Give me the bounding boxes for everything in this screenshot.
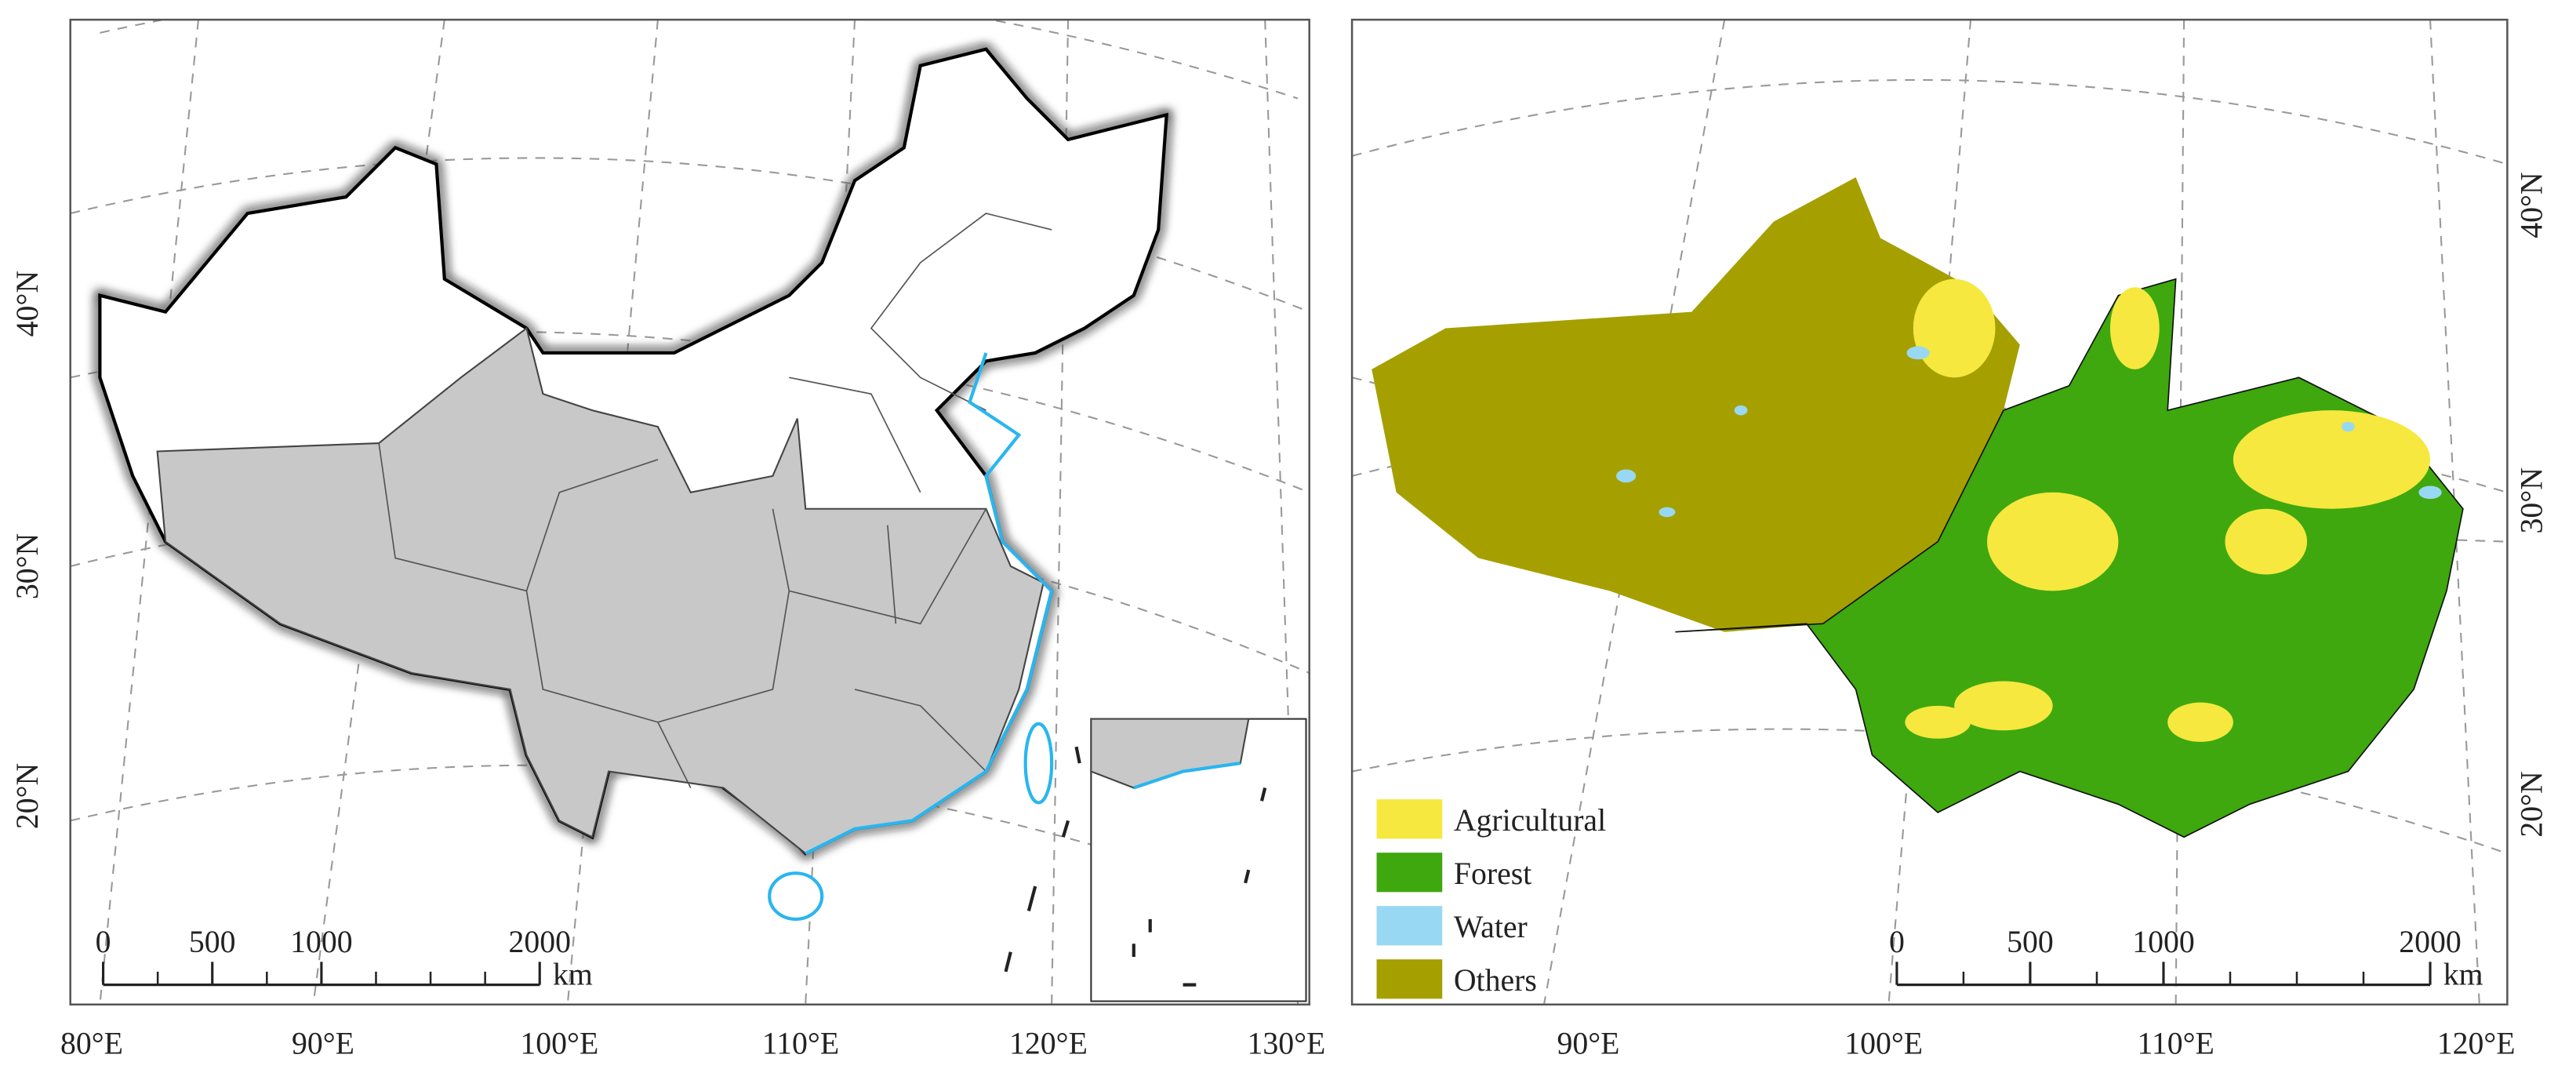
latitude-label: 20°N <box>10 763 45 829</box>
legend-label: Water <box>1454 910 1528 944</box>
longitude-label: 110°E <box>2137 1027 2214 1061</box>
longitude-label: 110°E <box>762 1027 839 1061</box>
longitude-label: 130°E <box>1248 1027 1326 1061</box>
scale-unit: km <box>553 958 593 992</box>
right-map <box>1352 20 2508 1005</box>
scale-label: 2000 <box>508 925 571 959</box>
latitude-label: 20°N <box>2514 771 2549 837</box>
legend-swatch <box>1376 959 1443 999</box>
longitude-label: 120°E <box>1009 1027 1088 1061</box>
longitude-label: 100°E <box>1844 1027 1923 1061</box>
inset-coast <box>1133 762 1241 790</box>
scale-label: 1000 <box>290 925 353 959</box>
left-map <box>70 20 1310 1005</box>
legend-label: Others <box>1454 963 1537 998</box>
legend-label: Forest <box>1454 856 1531 891</box>
others-area <box>1372 177 2020 632</box>
longitude-label: 90°E <box>292 1027 354 1061</box>
scale-label: 1000 <box>2132 925 2195 959</box>
latitude-label: 30°N <box>10 533 45 599</box>
latitude-label: 40°N <box>10 271 45 336</box>
coastline <box>805 352 1054 856</box>
dash-line <box>1004 746 1267 987</box>
agricultural-areas <box>1905 278 2431 742</box>
scale-label: 2000 <box>2399 925 2462 959</box>
latitude-label: 30°N <box>2514 467 2549 533</box>
scale-unit: km <box>2443 958 2483 992</box>
taiwan <box>1023 722 1054 805</box>
water-bodies <box>1616 346 2442 518</box>
scale-label: 500 <box>2007 925 2054 959</box>
province-borders <box>378 213 1052 788</box>
longitude-label: 100°E <box>520 1027 598 1061</box>
legend-swatch <box>1376 853 1443 893</box>
scale-label: 500 <box>189 925 236 959</box>
legend-label: Agricultural <box>1454 803 1606 838</box>
longitude-label: 80°E <box>60 1027 123 1061</box>
left-frame <box>69 18 1310 1005</box>
right-frame <box>1350 18 2509 1005</box>
study-region <box>156 326 1045 855</box>
legend-swatch <box>1376 799 1443 839</box>
latitude-label: 40°N <box>2514 172 2549 238</box>
scale-label: 0 <box>96 925 111 959</box>
scale-label: 0 <box>1889 925 1905 959</box>
longitude-label: 120°E <box>2437 1027 2516 1061</box>
hainan <box>768 871 824 922</box>
legend-swatch <box>1376 906 1443 946</box>
longitude-label: 90°E <box>1557 1027 1619 1061</box>
